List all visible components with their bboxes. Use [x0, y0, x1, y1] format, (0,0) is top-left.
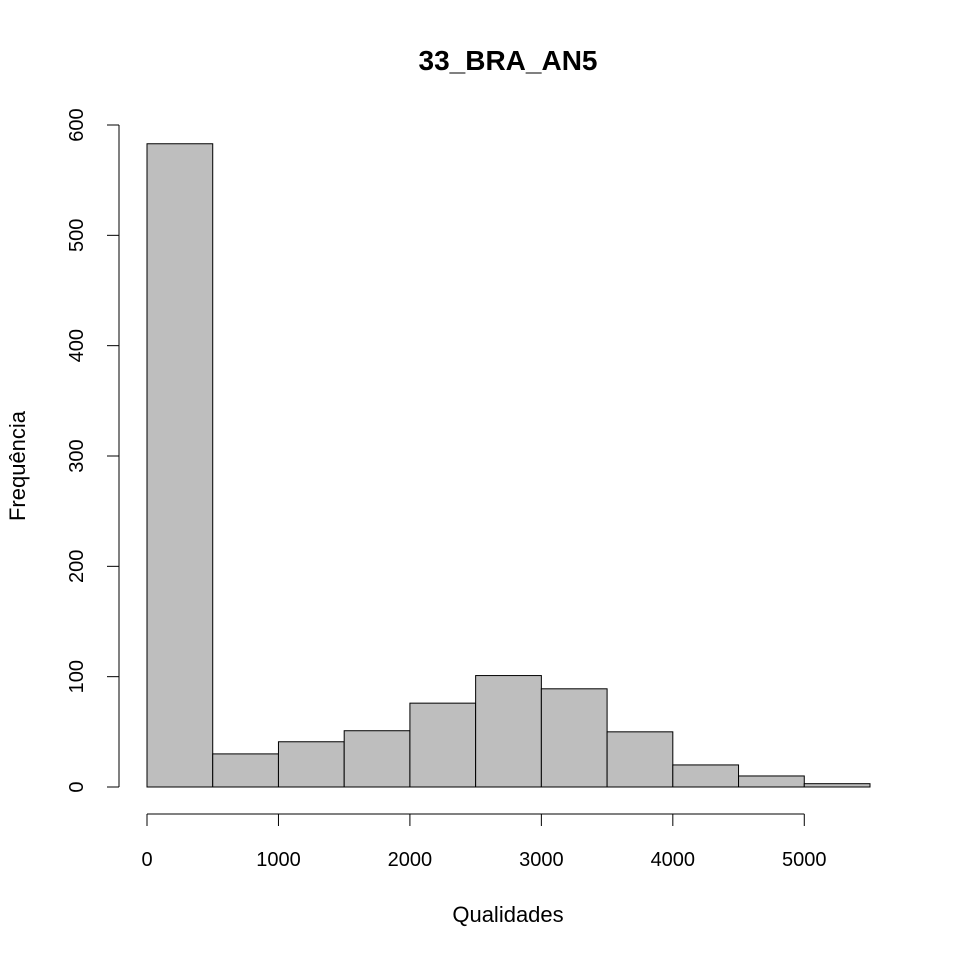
x-tick-label: 5000 [782, 849, 827, 871]
x-tick-label: 0 [141, 849, 152, 871]
y-tick-label: 400 [66, 329, 88, 362]
x-axis: 0 1000 2000 3000 4000 5000 [141, 813, 827, 871]
x-tick-label: 3000 [519, 849, 564, 871]
histogram-bar-5 [475, 675, 542, 788]
x-tick-label: 2000 [388, 849, 433, 871]
bars-layer [146, 143, 871, 788]
x-tick-label: 1000 [256, 849, 301, 871]
x-axis-label: Qualidades [452, 902, 563, 927]
histogram-bar-10 [803, 783, 871, 788]
histogram-bar-6 [540, 688, 608, 788]
y-tick-label: 500 [66, 219, 88, 252]
histogram-bar-2 [277, 741, 345, 788]
histogram-bar-3 [343, 730, 411, 788]
y-tick-label: 100 [66, 660, 88, 693]
y-tick-label: 300 [66, 439, 88, 472]
y-tick-label: 600 [66, 108, 88, 141]
histogram-bar-0 [146, 143, 214, 788]
histogram-bar-1 [212, 753, 279, 788]
histogram-bar-9 [738, 775, 805, 788]
x-tick-label: 4000 [651, 849, 696, 871]
y-axis-label: Frequência [5, 410, 30, 521]
histogram-bar-7 [606, 731, 674, 788]
chart-title: 33_BRA_AN5 [419, 45, 598, 76]
histogram-bar-4 [409, 702, 477, 788]
histogram-bar-8 [672, 764, 740, 788]
y-tick-label: 200 [66, 550, 88, 583]
y-axis: 0 100 200 300 400 500 600 [66, 108, 120, 793]
y-tick-label: 0 [66, 781, 88, 792]
